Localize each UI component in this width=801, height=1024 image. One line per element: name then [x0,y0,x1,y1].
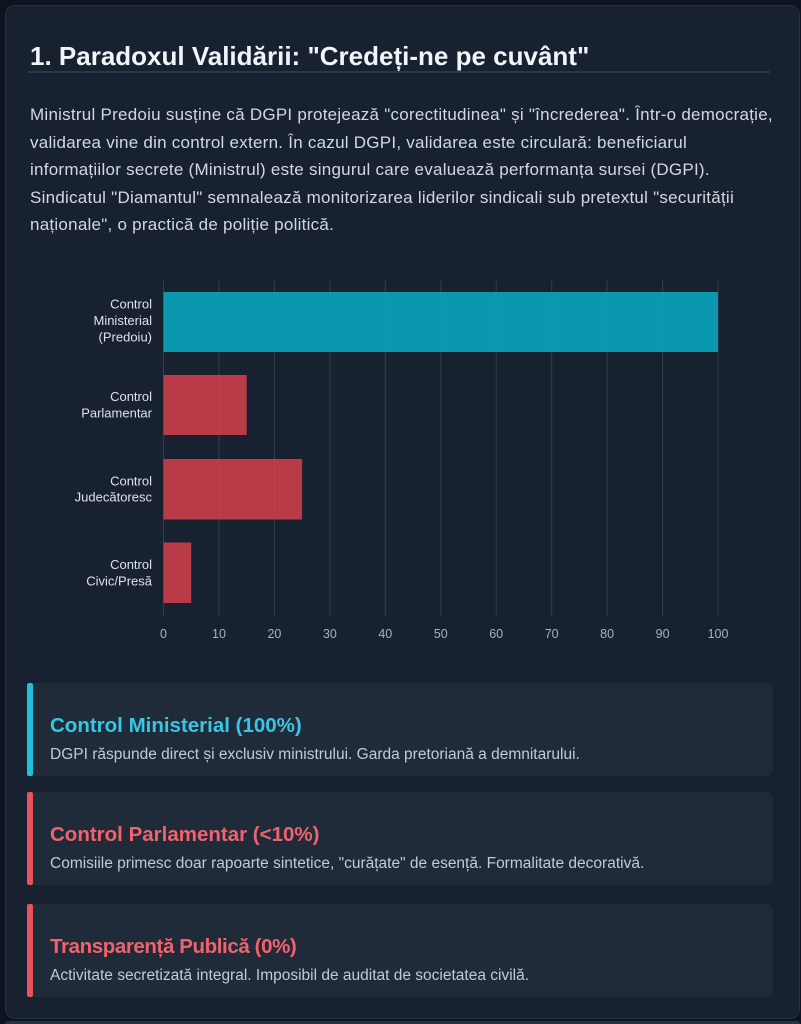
svg-text:Control: Control [110,297,152,312]
svg-text:70: 70 [545,627,559,641]
svg-text:(Predoiu): (Predoiu) [99,329,152,344]
svg-text:Control: Control [110,473,152,488]
svg-text:Ministerial: Ministerial [93,313,152,328]
svg-text:20: 20 [267,627,281,641]
svg-text:Parlamentar: Parlamentar [81,406,152,421]
svg-text:Control: Control [110,389,152,404]
svg-text:80: 80 [600,627,614,641]
svg-text:Civic/Presă: Civic/Presă [86,573,153,588]
svg-text:30: 30 [323,627,337,641]
svg-text:0: 0 [160,627,167,641]
svg-text:90: 90 [656,627,670,641]
svg-text:60: 60 [489,627,503,641]
svg-text:50: 50 [434,627,448,641]
svg-text:40: 40 [378,627,392,641]
svg-text:Control: Control [110,557,152,572]
svg-text:10: 10 [212,627,226,641]
svg-text:Judecătoresc: Judecătoresc [75,490,153,505]
svg-text:100: 100 [708,627,729,641]
